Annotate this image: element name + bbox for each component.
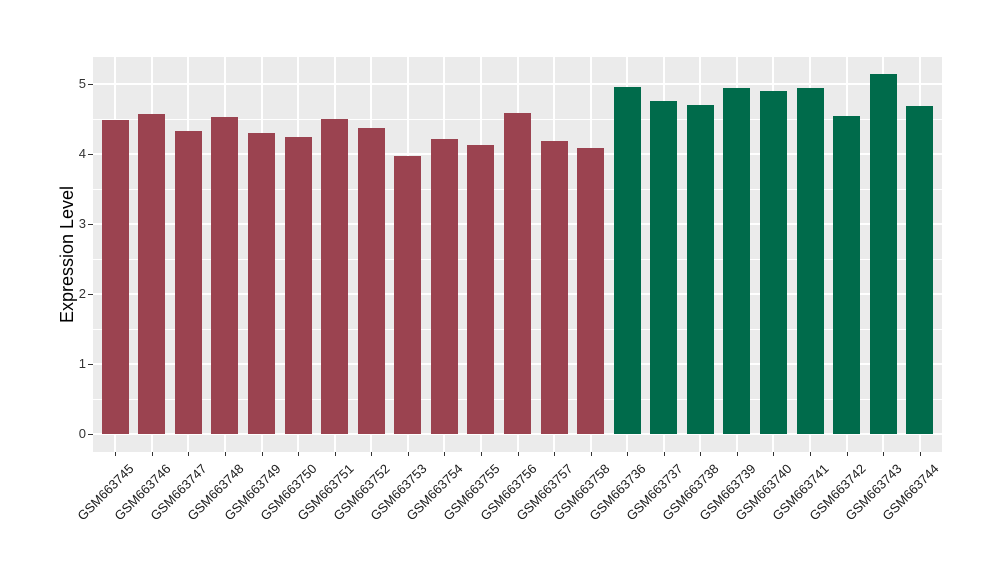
bar-GSM663739	[723, 88, 751, 434]
x-tick-mark	[700, 452, 702, 456]
bar-GSM663746	[138, 114, 166, 434]
bar-GSM663745	[101, 120, 129, 434]
bar-GSM663757	[540, 141, 568, 434]
x-tick-mark	[261, 452, 263, 456]
bar-GSM663744	[906, 105, 934, 434]
bar-GSM663747	[174, 130, 202, 434]
bar-GSM663742	[833, 116, 861, 434]
bar-GSM663754	[430, 138, 458, 434]
y-tick-mark	[88, 364, 93, 365]
y-axis-title-text: Expression Level	[57, 185, 78, 324]
y-tick-label: 2	[78, 286, 86, 301]
x-tick-mark	[298, 452, 300, 456]
x-tick-mark	[846, 452, 848, 456]
x-tick-mark	[224, 452, 226, 456]
bar-GSM663753	[394, 156, 422, 434]
x-tick-mark	[334, 452, 336, 456]
x-tick-mark	[407, 452, 409, 456]
bar-GSM663737	[650, 100, 678, 434]
x-tick-mark	[188, 452, 190, 456]
y-axis-title: Expression Level	[57, 57, 79, 452]
x-tick-mark	[517, 452, 519, 456]
bar-GSM663752	[357, 128, 385, 434]
bar-GSM663756	[504, 112, 531, 434]
x-tick-mark	[627, 452, 629, 456]
x-tick-mark	[444, 452, 446, 456]
y-tick-mark	[88, 434, 93, 435]
x-tick-mark	[663, 452, 665, 456]
y-tick-label: 4	[78, 146, 86, 161]
bar-GSM663743	[869, 74, 897, 434]
y-tick-mark	[88, 294, 93, 295]
x-tick-mark	[480, 452, 482, 456]
bar-GSM663755	[467, 144, 495, 434]
bar-GSM663740	[759, 91, 787, 434]
bar-GSM663738	[686, 105, 714, 434]
x-tick-mark	[115, 452, 117, 456]
y-tick-label: 1	[78, 356, 86, 371]
y-tick-label: 5	[78, 76, 86, 91]
y-tick-mark	[88, 84, 93, 85]
bar-GSM663758	[577, 147, 605, 434]
y-tick-mark	[88, 224, 93, 225]
bar-GSM663751	[321, 119, 349, 434]
x-tick-mark	[371, 452, 373, 456]
y-tick-mark	[88, 154, 93, 155]
bar-GSM663736	[613, 86, 641, 434]
x-tick-mark	[773, 452, 775, 456]
x-tick-mark	[883, 452, 885, 456]
x-tick-mark	[919, 452, 921, 456]
x-tick-mark	[590, 452, 592, 456]
y-tick-label: 3	[78, 216, 86, 231]
x-tick-mark	[736, 452, 738, 456]
plot-panel	[93, 57, 942, 452]
bar-GSM663741	[796, 88, 824, 434]
bar-GSM663748	[211, 116, 239, 434]
bar-GSM663750	[284, 137, 312, 434]
x-tick-mark	[151, 452, 153, 456]
x-tick-mark	[554, 452, 556, 456]
y-tick-label: 0	[78, 426, 86, 441]
bar-GSM663749	[248, 133, 276, 434]
x-tick-mark	[810, 452, 812, 456]
